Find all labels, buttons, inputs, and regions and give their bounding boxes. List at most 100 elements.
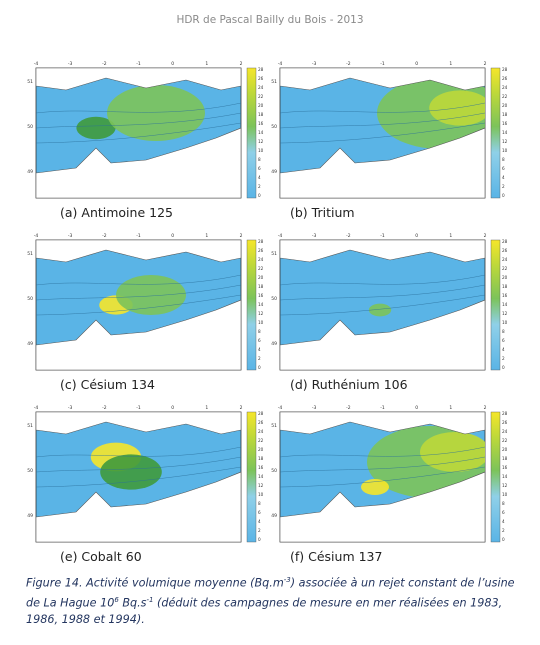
colorbar-tick-label: 18 <box>258 112 264 117</box>
x-tick-label: 0 <box>171 233 174 239</box>
contour-zone <box>76 116 116 140</box>
contour-zone <box>429 90 485 126</box>
colorbar-tick-label: 4 <box>502 519 505 524</box>
isoline <box>280 122 485 144</box>
y-tick-label: 49 <box>27 341 33 347</box>
caption-superscript: -1 <box>146 595 154 604</box>
panel-label: (c) Césium 134 <box>60 377 155 392</box>
colorbar-tick-label: 18 <box>258 284 264 289</box>
colorbar-tick-label: 20 <box>502 275 508 280</box>
colorbar-tick-label: 10 <box>502 320 508 325</box>
x-tick-label: -2 <box>346 405 351 411</box>
colorbar-tick-label: 28 <box>502 411 508 416</box>
panel-label: (e) Cobalt 60 <box>60 549 142 564</box>
colorbar <box>246 67 257 199</box>
map-panel: -4 -3 -2 -1 0 1 251504902468101214161820222426… <box>271 233 508 371</box>
x-tick-label: 0 <box>415 405 418 411</box>
x-tick-label: 0 <box>415 61 418 67</box>
colorbar-tick-label: 8 <box>502 501 505 506</box>
panel-label: (b) Tritium <box>290 205 355 220</box>
colorbar-tick-label: 12 <box>258 139 264 144</box>
colorbar-tick-label: 8 <box>258 501 261 506</box>
colorbar-tick-label: 24 <box>502 257 508 262</box>
contour-zone <box>368 303 392 317</box>
colorbar-tick-label: 16 <box>502 293 508 298</box>
x-tick-label: 1 <box>205 233 208 239</box>
x-tick-label: 1 <box>449 233 452 239</box>
colorbar-tick-label: 26 <box>258 248 264 253</box>
x-tick-label: 1 <box>205 61 208 67</box>
colorbar-tick-label: 2 <box>502 528 505 533</box>
x-tick-label: -3 <box>312 61 317 67</box>
panel-label: (f) Césium 137 <box>290 549 382 564</box>
colorbar-tick-label: 0 <box>258 193 261 198</box>
isoline <box>36 456 241 473</box>
x-tick-label: 0 <box>171 61 174 67</box>
land-france <box>280 127 485 198</box>
x-tick-label: 1 <box>449 61 452 67</box>
isoline <box>280 284 485 301</box>
colorbar <box>490 411 501 543</box>
map-panel: -4 -3 -2 -1 0 1 251504902468101214161820222426… <box>27 61 264 199</box>
colorbar <box>490 239 501 371</box>
isoline <box>36 284 241 301</box>
y-tick-label: 50 <box>271 124 277 130</box>
colorbar-tick-label: 6 <box>258 166 261 171</box>
colorbar-tick-label: 24 <box>258 85 264 90</box>
x-tick-label: -4 <box>278 233 283 239</box>
panel-label: (a) Antimoine 125 <box>60 205 173 220</box>
y-tick-label: 51 <box>27 251 33 257</box>
colorbar-tick-label: 22 <box>502 266 508 271</box>
land-france <box>36 471 241 542</box>
colorbar <box>490 67 501 199</box>
colorbar-tick-label: 14 <box>502 130 508 135</box>
caption-text: (déduit des campagnes de mesure en mer r… <box>26 596 503 627</box>
land-france <box>36 299 241 370</box>
colorbar-tick-label: 28 <box>502 239 508 244</box>
x-tick-label: -4 <box>34 405 39 411</box>
colorbar-tick-label: 20 <box>258 275 264 280</box>
y-tick-label: 49 <box>27 169 33 175</box>
isoline <box>280 294 485 316</box>
colorbar-tick-label: 0 <box>502 537 505 542</box>
colorbar-tick-label: 4 <box>258 347 261 352</box>
land-france <box>280 471 485 542</box>
colorbar-tick-label: 28 <box>258 67 264 72</box>
colorbar-tick-label: 6 <box>502 338 505 343</box>
isoline <box>36 294 241 316</box>
y-tick-label: 51 <box>271 251 277 257</box>
colorbar-tick-label: 18 <box>502 456 508 461</box>
x-tick-label: -2 <box>102 233 107 239</box>
caption-text: ) associée à un rejet constant de l’usin… <box>26 576 515 610</box>
y-tick-label: 49 <box>271 513 277 519</box>
map-content <box>36 412 241 542</box>
x-tick-label: -3 <box>312 233 317 239</box>
contour-zone <box>107 85 205 141</box>
isoline <box>280 112 485 129</box>
isoline <box>280 466 485 488</box>
contour-zone <box>116 275 186 315</box>
x-tick-label: 1 <box>205 405 208 411</box>
colorbar-tick-label: 12 <box>258 483 264 488</box>
x-tick-label: 2 <box>484 61 487 67</box>
colorbar-tick-label: 20 <box>258 103 264 108</box>
colorbar-tick-label: 2 <box>258 528 261 533</box>
colorbar-tick-label: 22 <box>502 94 508 99</box>
x-tick-label: -4 <box>278 61 283 67</box>
colorbar-tick-label: 22 <box>258 438 264 443</box>
map-content <box>280 68 485 198</box>
colorbar-tick-label: 14 <box>258 302 264 307</box>
colorbar-tick-label: 0 <box>258 365 261 370</box>
figure-caption: Figure 14. Activité volumique moyenne (B… <box>26 572 518 628</box>
colorbar-tick-label: 28 <box>258 411 264 416</box>
isoline <box>36 102 241 114</box>
isoline <box>36 122 241 144</box>
contour-zone <box>420 432 485 472</box>
land-england <box>36 68 241 91</box>
colorbar-tick-label: 26 <box>502 76 508 81</box>
land-england <box>36 412 241 435</box>
colorbar-tick-label: 26 <box>502 248 508 253</box>
colorbar-tick-label: 14 <box>258 474 264 479</box>
colorbar-tick-label: 8 <box>502 329 505 334</box>
colorbar-tick-label: 14 <box>502 302 508 307</box>
